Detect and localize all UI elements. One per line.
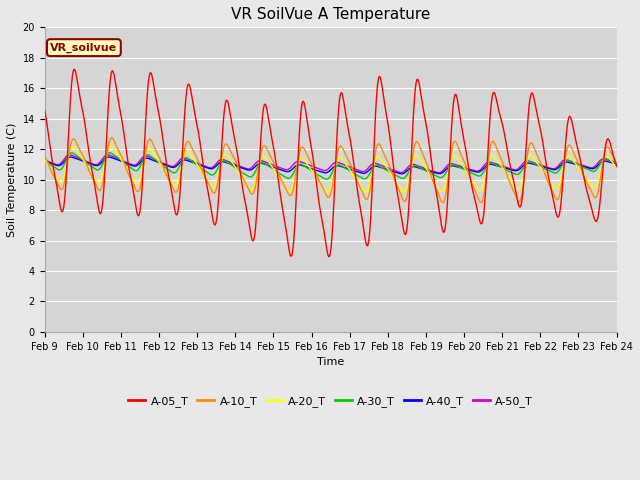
Text: VR_soilvue: VR_soilvue bbox=[51, 43, 118, 53]
A-10_T bbox=[41, 153, 49, 158]
A-10_T bbox=[477, 200, 484, 205]
A-20_T bbox=[402, 187, 410, 193]
A-50_T bbox=[41, 157, 49, 163]
A-30_T bbox=[41, 157, 49, 163]
A-30_T bbox=[51, 165, 59, 170]
A-10_T bbox=[51, 175, 59, 181]
A-05_T bbox=[70, 66, 78, 72]
A-05_T bbox=[111, 75, 118, 81]
A-10_T bbox=[418, 149, 426, 155]
Line: A-10_T: A-10_T bbox=[45, 138, 616, 203]
A-50_T bbox=[66, 152, 74, 158]
A-50_T bbox=[199, 162, 207, 168]
Line: A-05_T: A-05_T bbox=[45, 69, 616, 257]
Line: A-20_T: A-20_T bbox=[45, 146, 616, 192]
A-20_T bbox=[419, 161, 426, 167]
A-20_T bbox=[169, 181, 177, 187]
A-05_T bbox=[612, 164, 620, 169]
A-30_T bbox=[68, 150, 76, 156]
A-30_T bbox=[419, 166, 426, 172]
A-50_T bbox=[612, 160, 620, 166]
A-05_T bbox=[169, 195, 177, 201]
A-10_T bbox=[111, 139, 118, 144]
A-40_T bbox=[398, 171, 406, 177]
A-40_T bbox=[41, 158, 49, 164]
A-40_T bbox=[111, 156, 118, 162]
A-05_T bbox=[419, 101, 426, 107]
A-30_T bbox=[612, 160, 620, 166]
A-30_T bbox=[199, 167, 207, 172]
A-30_T bbox=[111, 153, 118, 158]
A-40_T bbox=[612, 161, 620, 167]
A-50_T bbox=[51, 161, 59, 167]
A-05_T bbox=[324, 254, 332, 260]
A-40_T bbox=[51, 162, 59, 168]
Y-axis label: Soil Temperature (C): Soil Temperature (C) bbox=[7, 122, 17, 237]
A-05_T bbox=[402, 231, 410, 237]
X-axis label: Time: Time bbox=[317, 357, 344, 367]
A-50_T bbox=[169, 164, 177, 169]
A-05_T bbox=[51, 173, 59, 179]
A-20_T bbox=[111, 147, 118, 153]
A-30_T bbox=[402, 174, 410, 180]
A-40_T bbox=[402, 169, 410, 175]
A-05_T bbox=[41, 107, 49, 113]
A-05_T bbox=[199, 160, 207, 166]
A-20_T bbox=[612, 165, 620, 170]
A-20_T bbox=[107, 143, 115, 149]
A-50_T bbox=[435, 170, 442, 176]
Legend: A-05_T, A-10_T, A-20_T, A-30_T, A-40_T, A-50_T: A-05_T, A-10_T, A-20_T, A-30_T, A-40_T, … bbox=[124, 392, 538, 412]
A-50_T bbox=[401, 168, 409, 173]
Line: A-30_T: A-30_T bbox=[45, 153, 616, 179]
A-40_T bbox=[419, 166, 426, 172]
A-30_T bbox=[323, 176, 330, 182]
A-20_T bbox=[199, 171, 207, 177]
A-20_T bbox=[324, 189, 332, 195]
A-20_T bbox=[41, 156, 49, 162]
A-10_T bbox=[199, 170, 207, 176]
A-10_T bbox=[108, 135, 115, 141]
A-10_T bbox=[612, 160, 620, 166]
A-40_T bbox=[67, 154, 75, 160]
A-50_T bbox=[418, 164, 426, 170]
Title: VR SoilVue A Temperature: VR SoilVue A Temperature bbox=[231, 7, 430, 22]
A-10_T bbox=[401, 199, 409, 204]
Line: A-50_T: A-50_T bbox=[45, 155, 616, 173]
A-40_T bbox=[199, 163, 207, 169]
A-40_T bbox=[169, 165, 177, 170]
A-30_T bbox=[169, 169, 177, 175]
A-20_T bbox=[51, 172, 59, 178]
Line: A-40_T: A-40_T bbox=[45, 157, 616, 174]
A-10_T bbox=[169, 185, 177, 191]
A-50_T bbox=[111, 154, 118, 160]
